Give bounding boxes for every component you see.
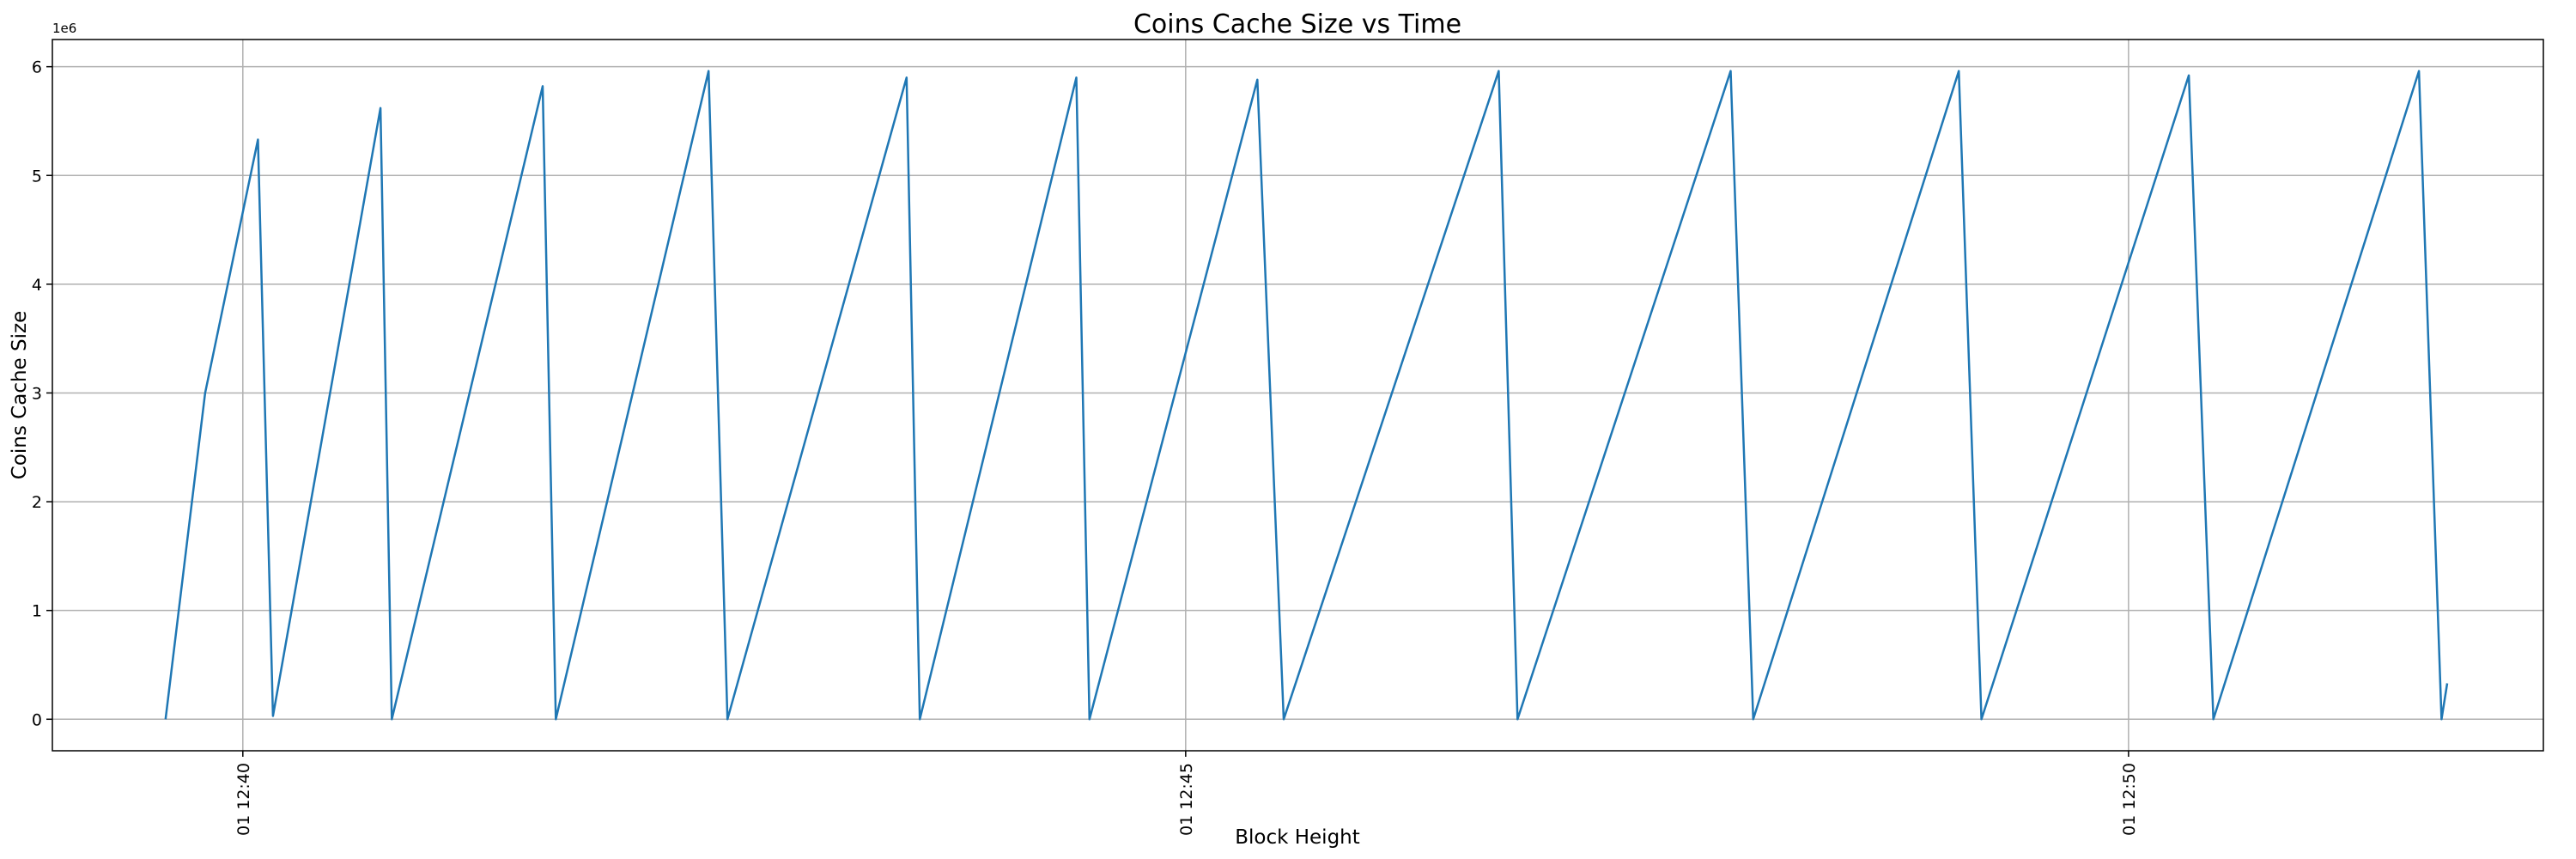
y-tick-label: 5 bbox=[32, 167, 42, 186]
x-tick-label: 01 12:50 bbox=[2120, 763, 2139, 836]
y-offset-label: 1e6 bbox=[52, 21, 76, 36]
y-tick-label: 4 bbox=[32, 276, 42, 295]
y-tick-label: 0 bbox=[32, 710, 42, 729]
x-tick-label: 01 12:45 bbox=[1177, 763, 1196, 836]
x-axis-label: Block Height bbox=[1235, 826, 1360, 849]
data-line bbox=[164, 70, 2449, 721]
x-tick-label: 01 12:40 bbox=[234, 763, 253, 836]
y-tick-label: 6 bbox=[32, 58, 42, 77]
y-tick-label: 1 bbox=[32, 602, 42, 621]
y-tick-label: 2 bbox=[32, 493, 42, 512]
plot-frame bbox=[52, 39, 2544, 752]
y-axis-label: Coins Cache Size bbox=[9, 311, 31, 479]
y-tick-label: 3 bbox=[32, 384, 42, 403]
chart-title: Coins Cache Size vs Time bbox=[1133, 9, 1461, 40]
